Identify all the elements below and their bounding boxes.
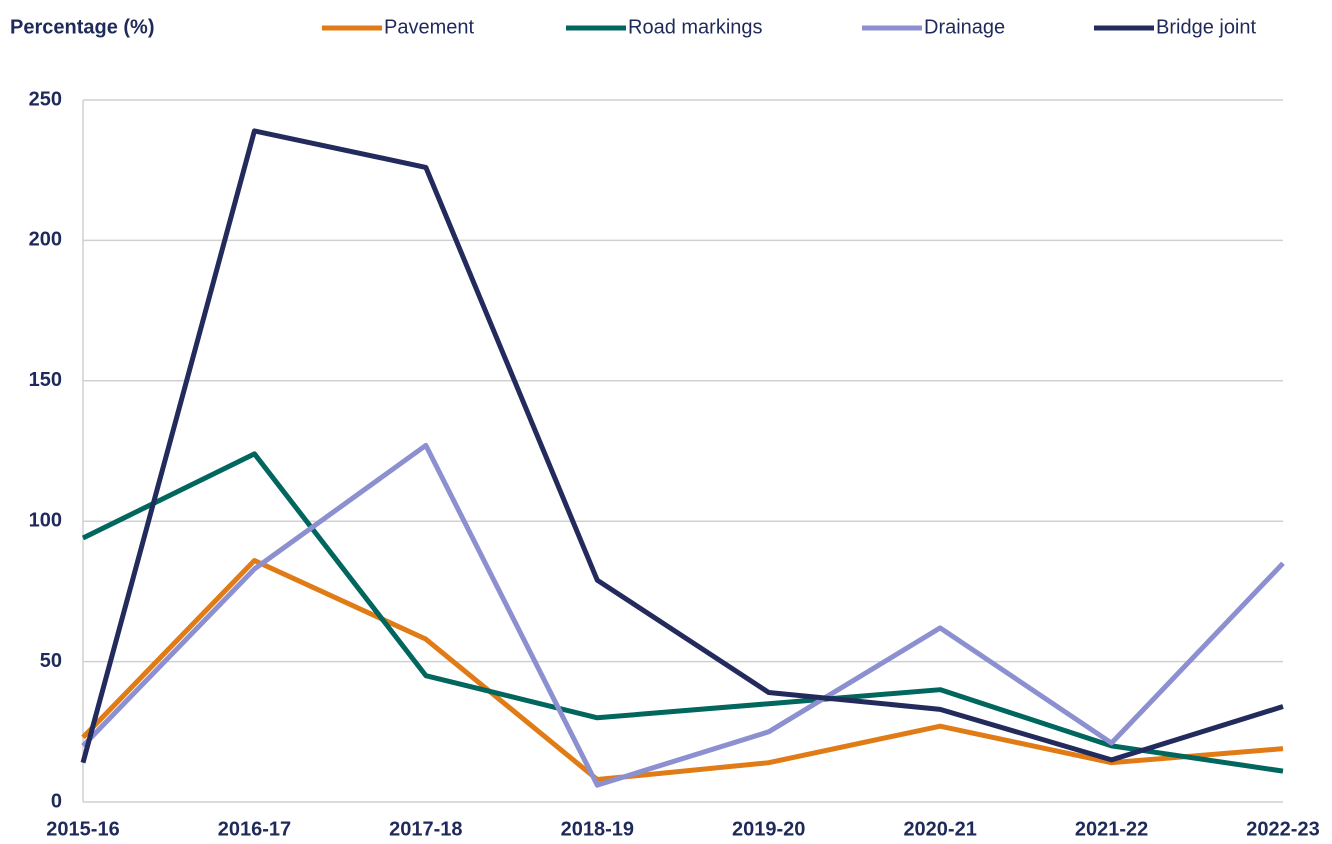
y-tick-label: 150: [29, 369, 62, 391]
y-tick-label: 100: [29, 509, 62, 531]
y-axis-label: Percentage (%): [10, 16, 155, 38]
series-line: [81, 451, 1284, 774]
y-tick-label: 0: [51, 790, 62, 812]
x-tick-label: 2022-23: [1246, 818, 1319, 840]
y-tick-label: 250: [29, 88, 62, 110]
legend-label: Drainage: [924, 16, 1005, 38]
legend-label: Pavement: [384, 16, 474, 38]
x-tick-label: 2020-21: [903, 818, 976, 840]
x-tick-label: 2015-16: [46, 818, 119, 840]
series-line: [81, 558, 1284, 783]
series-line: [81, 442, 1285, 788]
y-tick-label: 200: [29, 229, 62, 251]
x-tick-label: 2021-22: [1075, 818, 1148, 840]
y-tick-label: 50: [40, 650, 62, 672]
legend-label: Road markings: [628, 16, 763, 38]
x-tick-label: 2018-19: [561, 818, 634, 840]
x-tick-label: 2019-20: [732, 818, 805, 840]
x-tick-label: 2017-18: [389, 818, 462, 840]
legend-label: Bridge joint: [1156, 16, 1257, 38]
x-tick-label: 2016-17: [218, 818, 291, 840]
series-line: [80, 128, 1284, 764]
